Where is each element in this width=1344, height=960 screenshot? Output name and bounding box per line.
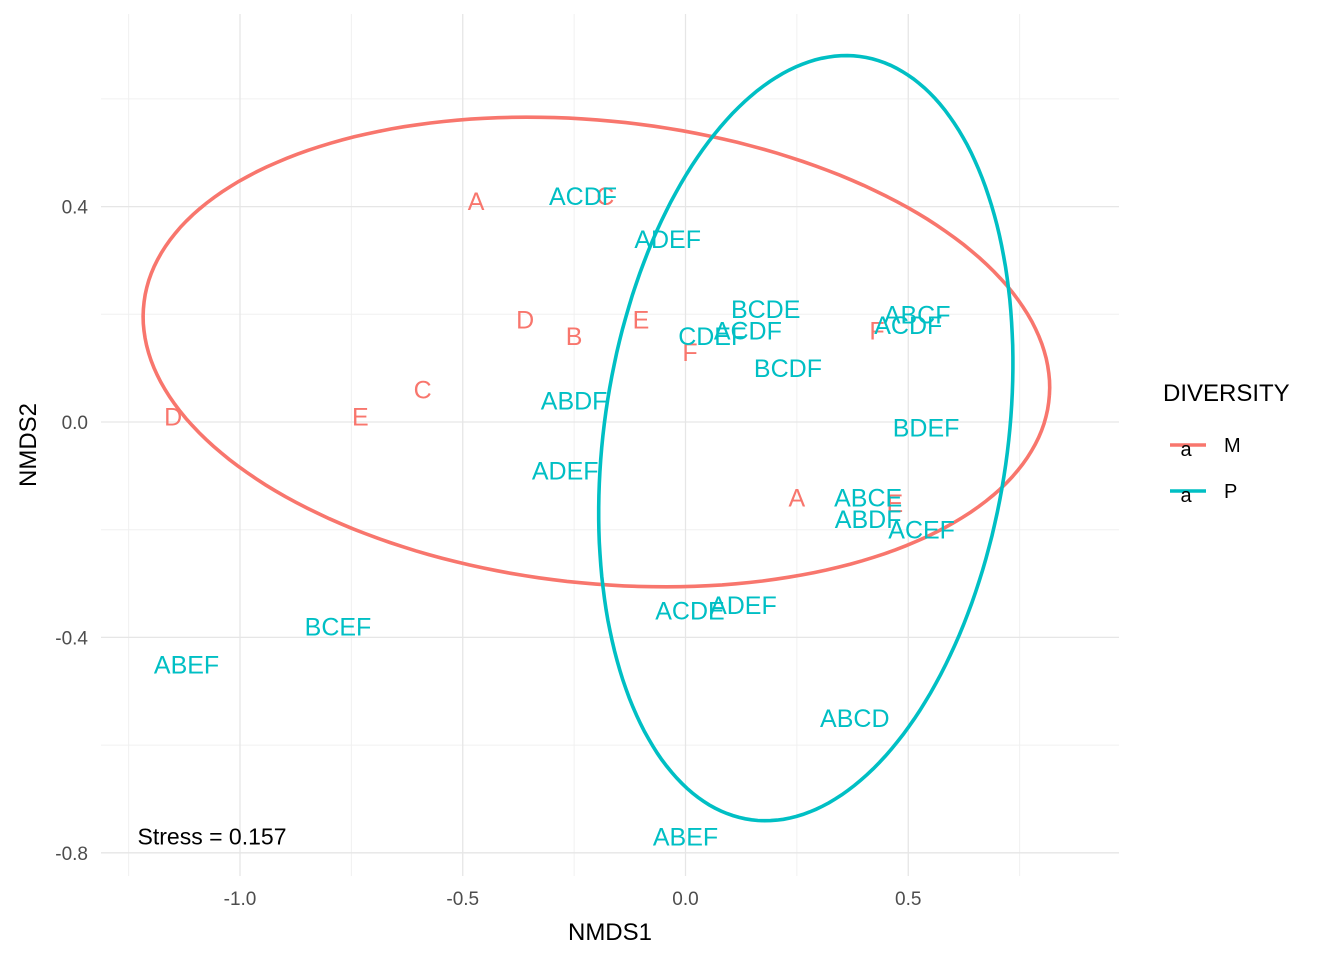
point-label-P: ABCD xyxy=(820,705,889,733)
point-label-P: ABEF xyxy=(154,651,219,679)
point-label-P: BCEF xyxy=(305,614,372,642)
point-label-P: ADEF xyxy=(634,226,701,254)
y-axis-ticks: 0.4 0.0 -0.4 -0.8 xyxy=(55,198,88,865)
point-label-M: E xyxy=(887,490,904,518)
point-label-M: A xyxy=(468,188,485,216)
point-label-P: ABDF xyxy=(835,506,902,534)
ellipse-P xyxy=(596,53,1015,823)
legend-title: DIVERSITY xyxy=(1163,380,1290,407)
point-label-P: ACDF xyxy=(714,317,782,345)
stress-annotation: Stress = 0.157 xyxy=(138,824,287,850)
x-tick-label: 0.0 xyxy=(672,889,698,910)
point-label-M: E xyxy=(352,404,369,432)
point-label-P: BDEF xyxy=(893,414,960,442)
x-tick-label: 0.5 xyxy=(895,889,921,910)
point-label-M: C xyxy=(596,183,614,211)
ellipse-M xyxy=(141,115,1052,589)
legend-label-M: M xyxy=(1224,435,1241,457)
point-label-P: BCDF xyxy=(754,355,822,383)
point-label-M: F xyxy=(682,339,697,367)
point-label-P: ABCF xyxy=(884,301,951,329)
point-label-M: A xyxy=(789,484,806,512)
point-label-P: ADEF xyxy=(532,457,599,485)
point-label-P: ACDF xyxy=(874,312,942,340)
legend-key-glyph-M: a xyxy=(1180,439,1192,461)
x-axis-title: NMDS1 xyxy=(568,919,652,946)
point-label-P: ACDF xyxy=(549,183,617,211)
y-tick-label: -0.4 xyxy=(55,628,88,649)
point-label-P: CDEF xyxy=(678,323,746,351)
point-label-M: B xyxy=(566,323,583,351)
point-label-M: D xyxy=(516,307,534,335)
point-label-M: F xyxy=(869,317,884,345)
x-tick-label: -0.5 xyxy=(446,889,479,910)
point-label-P: ADEF xyxy=(710,592,777,620)
point-label-P: BCDE xyxy=(731,296,800,324)
x-axis-ticks: -1.0 -0.5 0.0 0.5 xyxy=(224,889,922,910)
legend-key-glyph-P: a xyxy=(1180,485,1192,507)
x-tick-label: -1.0 xyxy=(224,889,257,910)
point-label-M: C xyxy=(414,377,432,405)
point-label-P: ABEF xyxy=(653,824,718,852)
point-label-P: ABCE xyxy=(834,484,902,512)
y-tick-label: -0.8 xyxy=(55,844,88,865)
point-label-M: D xyxy=(164,404,182,432)
y-tick-label: 0.4 xyxy=(62,198,89,219)
legend: DIVERSITY a Ma P xyxy=(1163,380,1290,507)
y-axis-title: NMDS2 xyxy=(15,403,42,487)
y-tick-label: 0.0 xyxy=(62,413,88,434)
group-ellipses xyxy=(141,53,1052,823)
legend-label-P: P xyxy=(1224,481,1237,503)
point-label-P: ACDE xyxy=(655,597,724,625)
point-label-P: ABDF xyxy=(541,387,608,415)
major-grid xyxy=(101,14,1119,876)
point-label-M: E xyxy=(633,307,650,335)
point-label-P: ACEF xyxy=(888,517,955,545)
